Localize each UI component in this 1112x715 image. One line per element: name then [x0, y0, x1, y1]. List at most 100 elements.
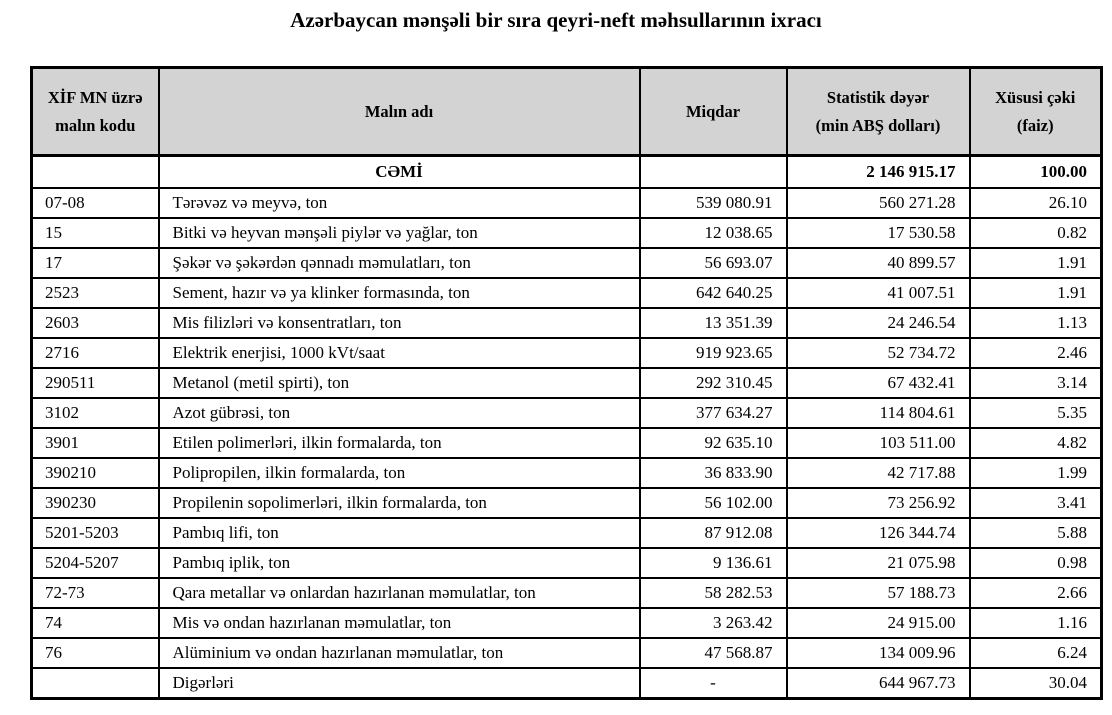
cell-product-name: Mis və ondan hazırlanan məmulatlar, ton: [157, 607, 641, 639]
cell-quantity: 292 310.45: [638, 367, 788, 399]
page-title: Azərbaycan mənşəli bir sıra qeyri-neft m…: [290, 8, 822, 32]
header-stat-value: Statistik dəyər (min ABŞ dolları): [785, 66, 971, 157]
cell-product-code: 3901: [30, 427, 160, 459]
total-code-cell: [30, 154, 160, 189]
cell-quantity: 377 634.27: [638, 397, 788, 429]
cell-stat-value: 40 899.57: [785, 247, 971, 279]
cell-product-code: 76: [30, 637, 160, 669]
cell-product-code: 74: [30, 607, 160, 639]
cell-stat-value: 126 344.74: [785, 517, 971, 549]
table-row: 2716 Elektrik enerjisi, 1000 kVt/saat 919 …: [30, 337, 1103, 369]
cell-stat-value: 114 804.61: [785, 397, 971, 429]
cell-product-name: Elektrik enerjisi, 1000 kVt/saat: [157, 337, 641, 369]
cell-product-name: Propilenin sopolimerləri, ilkin formalar…: [157, 487, 641, 519]
table-row: 76 Alüminium və ondan hazırlanan məmulatl…: [30, 637, 1103, 669]
cell-product-name: Şəkər və şəkərdən qənnadı məmulatları, t…: [157, 247, 641, 279]
header-row: XİF MN üzrə malın kodu Malın adı Miqdar …: [30, 66, 1103, 157]
table-row: Digərləri -644 967.73 30.04: [30, 667, 1103, 700]
cell-stat-value: 73 256.92: [785, 487, 971, 519]
cell-product-name: Azot gübrəsi, ton: [157, 397, 641, 429]
cell-product-code: 2603: [30, 307, 160, 339]
header-product-code: XİF MN üzrə malın kodu: [30, 66, 160, 157]
table-row: 5201-5203 Pambıq lifi, ton 87 912.08 126 34…: [30, 517, 1103, 549]
table-row: 390210 Polipropilen, ilkin formalarda, to…: [30, 457, 1103, 489]
cell-product-name: Pambıq lifi, ton: [157, 517, 641, 549]
cell-share: 1.16: [968, 607, 1103, 639]
cell-share: 5.35: [968, 397, 1103, 429]
cell-product-name: Pambıq iplik, ton: [157, 547, 641, 579]
cell-share: 2.66: [968, 577, 1103, 609]
export-table: XİF MN üzrə malın kodu Malın adı Miqdar …: [30, 66, 1103, 700]
cell-product-code: 07-08: [30, 187, 160, 219]
table-header: XİF MN üzrə malın kodu Malın adı Miqdar …: [30, 66, 1103, 157]
cell-product-code: 5204-5207: [30, 547, 160, 579]
header-share: Xüsusi çəki (faiz): [968, 66, 1103, 157]
cell-product-name: Tərəvəz və meyvə, ton: [157, 187, 641, 219]
cell-product-name: Mis filizləri və konsentratları, ton: [157, 307, 641, 339]
cell-quantity: 9 136.61: [638, 547, 788, 579]
cell-product-code: 72-73: [30, 577, 160, 609]
cell-stat-value: 57 188.73: [785, 577, 971, 609]
cell-share: 1.99: [968, 457, 1103, 489]
cell-stat-value: 560 271.28: [785, 187, 971, 219]
table-row: 17 Şəkər və şəkərdən qənnadı məmulatları,…: [30, 247, 1103, 279]
table-row: 5204-5207 Pambıq iplik, ton 9 136.61 21 075…: [30, 547, 1103, 579]
table-row: 2603 Mis filizləri və konsentratları, ton…: [30, 307, 1103, 339]
cell-quantity: 92 635.10: [638, 427, 788, 459]
cell-share: 1.91: [968, 247, 1103, 279]
cell-stat-value: 42 717.88: [785, 457, 971, 489]
cell-quantity: 56 693.07: [638, 247, 788, 279]
table-row: 15 Bitki və heyvan mənşəli piylər və yağl…: [30, 217, 1103, 249]
cell-stat-value: 41 007.51: [785, 277, 971, 309]
cell-product-name: Polipropilen, ilkin formalarda, ton: [157, 457, 641, 489]
table-row: 07-08 Tərəvəz və meyvə, ton 539 080.91 560 …: [30, 187, 1103, 219]
cell-product-name: Alüminium və ondan hazırlanan məmulatlar…: [157, 637, 641, 669]
cell-stat-value: 644 967.73: [785, 667, 971, 700]
header-product-name: Malın adı: [157, 66, 641, 157]
cell-product-code: 3102: [30, 397, 160, 429]
cell-product-name: Sement, hazır və ya klinker formasında, …: [157, 277, 641, 309]
cell-quantity: 58 282.53: [638, 577, 788, 609]
cell-product-code: 5201-5203: [30, 517, 160, 549]
total-label-cell: CƏMİ: [157, 154, 641, 189]
cell-stat-value: 24 246.54: [785, 307, 971, 339]
cell-share: 3.14: [968, 367, 1103, 399]
cell-quantity: 47 568.87: [638, 637, 788, 669]
table-row: 2523 Sement, hazır və ya klinker formasın…: [30, 277, 1103, 309]
table-row: 390230 Propilenin sopolimerləri, ilkin fo…: [30, 487, 1103, 519]
cell-stat-value: 103 511.00: [785, 427, 971, 459]
cell-product-code: 290511: [30, 367, 160, 399]
total-row: CƏMİ 2 146 915.17 100.00: [30, 154, 1103, 189]
cell-product-code: 2523: [30, 277, 160, 309]
cell-stat-value: 52 734.72: [785, 337, 971, 369]
cell-quantity: 642 640.25: [638, 277, 788, 309]
table-row: 3901 Etilen polimerləri, ilkin formalarda…: [30, 427, 1103, 459]
cell-share: 1.91: [968, 277, 1103, 309]
table-row: 72-73 Qara metallar və onlardan hazırlana…: [30, 577, 1103, 609]
cell-quantity: 56 102.00: [638, 487, 788, 519]
cell-product-code: 390210: [30, 457, 160, 489]
header-quantity: Miqdar: [638, 66, 788, 157]
cell-product-name: Bitki və heyvan mənşəli piylər və yağlar…: [157, 217, 641, 249]
cell-quantity: 919 923.65: [638, 337, 788, 369]
table-row: 290511 Metanol (metil spirti), ton 292 310…: [30, 367, 1103, 399]
cell-product-name: Metanol (metil spirti), ton: [157, 367, 641, 399]
cell-share: 0.82: [968, 217, 1103, 249]
cell-share: 2.46: [968, 337, 1103, 369]
cell-share: 6.24: [968, 637, 1103, 669]
cell-quantity: 3 263.42: [638, 607, 788, 639]
table-body: 07-08 Tərəvəz və meyvə, ton 539 080.91 560 …: [30, 187, 1103, 700]
cell-product-code: 390230: [30, 487, 160, 519]
cell-quantity: 87 912.08: [638, 517, 788, 549]
cell-stat-value: 134 009.96: [785, 637, 971, 669]
cell-quantity: 12 038.65: [638, 217, 788, 249]
cell-share: 4.82: [968, 427, 1103, 459]
cell-stat-value: 24 915.00: [785, 607, 971, 639]
cell-product-code: [30, 667, 160, 700]
cell-stat-value: 21 075.98: [785, 547, 971, 579]
cell-share: 1.13: [968, 307, 1103, 339]
cell-share: 26.10: [968, 187, 1103, 219]
cell-product-code: 2716: [30, 337, 160, 369]
cell-product-name: Etilen polimerləri, ilkin formalarda, to…: [157, 427, 641, 459]
